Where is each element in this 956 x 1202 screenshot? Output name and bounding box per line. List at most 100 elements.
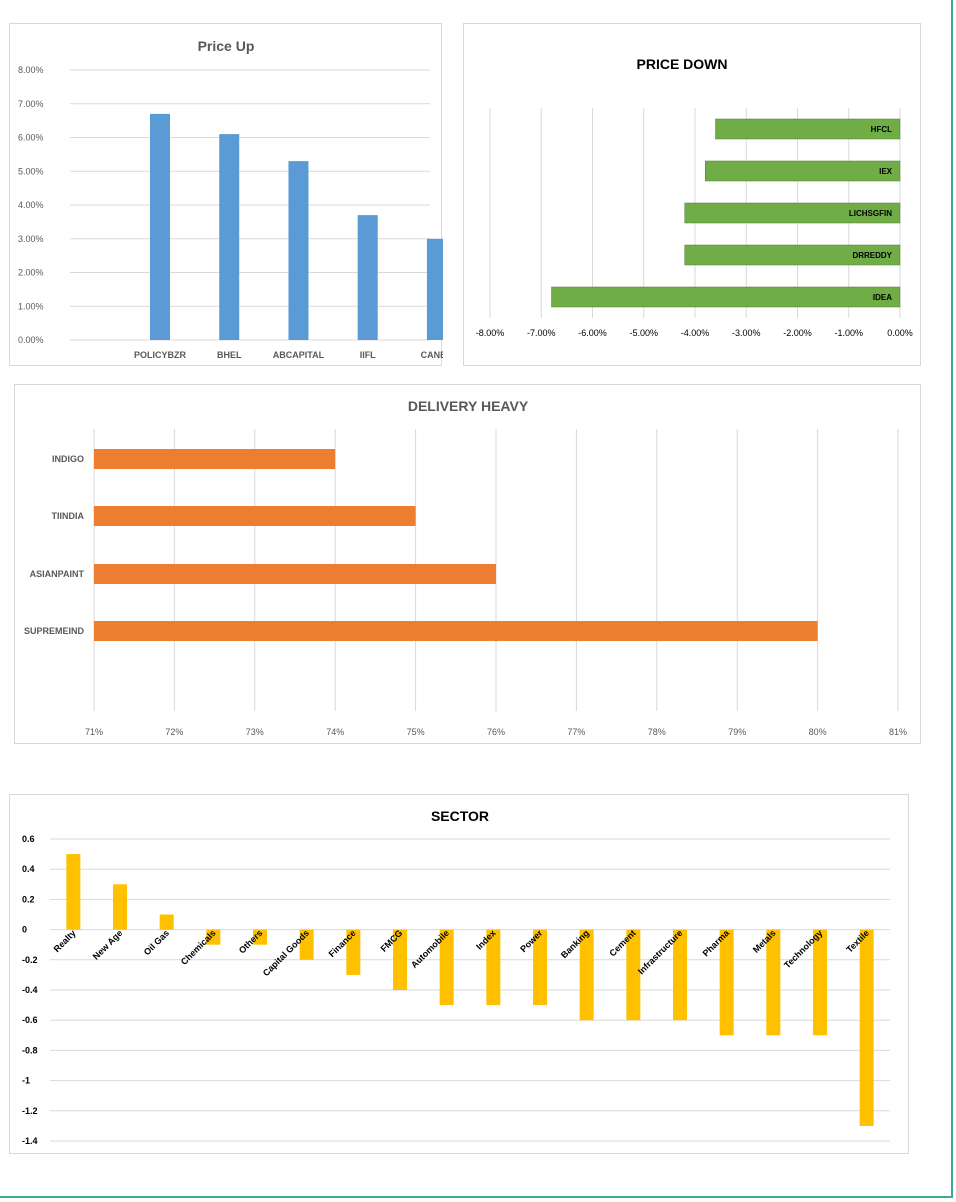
- bar: [357, 215, 378, 340]
- x-tick-label: BHEL: [217, 350, 242, 360]
- bar: [626, 929, 641, 1021]
- price-up-chart: Price Up 0.00% 1.00% 2.00% 3.00% 4.00% 5.00% 6…: [18, 38, 454, 360]
- y-tick-label: -0.2: [22, 955, 38, 965]
- y-tick-label: 8.00%: [18, 65, 44, 75]
- y-tick-label: 4.00%: [18, 200, 44, 210]
- sector-title: SECTOR: [431, 808, 489, 824]
- y-tick-label: 0.2: [22, 894, 35, 904]
- bar: [206, 929, 221, 945]
- x-tick-label: 76%: [487, 727, 505, 737]
- bar: [288, 161, 309, 340]
- bar: [159, 914, 174, 930]
- x-tick-label: 72%: [165, 727, 183, 737]
- y-tick-label: -1: [22, 1076, 30, 1086]
- y-tick-label: 0.00%: [18, 335, 44, 345]
- bar-label: HFCL: [871, 125, 892, 134]
- y-tick-label: -0.4: [22, 985, 38, 995]
- y-tick-label: 0: [22, 925, 27, 935]
- bar-label: IEX: [879, 167, 893, 176]
- y-tick-label: 5.00%: [18, 166, 44, 176]
- x-tick-label: 73%: [246, 727, 264, 737]
- x-tick-label: 0.00%: [887, 328, 913, 338]
- bar: [859, 929, 874, 1126]
- bar: [113, 884, 127, 930]
- x-tick-label: -4.00%: [681, 328, 710, 338]
- y-tick-label: 1.00%: [18, 301, 44, 311]
- bar: [533, 929, 547, 1006]
- x-tick-label: IIFL: [360, 350, 376, 360]
- x-tick-label: 79%: [728, 727, 746, 737]
- x-tick-label: Realty: [52, 928, 78, 954]
- y-tick-label: TIINDIA: [52, 511, 85, 521]
- bar: [426, 238, 447, 340]
- sector-chart: SECTOR 0.6 0.4 0.2 0 -0.2 -0.4 -0.6 -0.8 -1 -1.2 -…: [22, 808, 890, 1146]
- bar: [705, 160, 901, 182]
- bar-label: IDEA: [873, 293, 892, 302]
- price-down-chart: PRICE DOWN -8.00% -7.00% -6.00% -5.00% -4.00…: [476, 56, 913, 338]
- x-tick-label: 75%: [407, 727, 425, 737]
- bar: [673, 929, 687, 1021]
- delivery-heavy-chart-panel: DELIVERY HEAVY 71% 72% 73% 74% 75% 76% 77% 78% 7…: [14, 384, 921, 744]
- bar: [684, 202, 901, 224]
- x-tick-label: -8.00%: [476, 328, 505, 338]
- y-tick-label: INDIGO: [52, 454, 84, 464]
- y-tick-label: 0.6: [22, 834, 35, 844]
- bar: [66, 854, 81, 930]
- bar: [94, 449, 336, 469]
- x-tick-label: -6.00%: [578, 328, 607, 338]
- bar: [94, 564, 496, 584]
- bar: [439, 929, 454, 1006]
- sector-chart-panel: SECTOR 0.6 0.4 0.2 0 -0.2 -0.4 -0.6 -0.8 -1 -1.2 -…: [9, 794, 909, 1154]
- bar: [94, 621, 818, 641]
- y-tick-label: -0.8: [22, 1045, 38, 1055]
- y-tick-label: SUPREMEIND: [24, 626, 85, 636]
- x-tick-label: CANBK: [421, 350, 443, 360]
- x-tick-label: Chemicals: [179, 928, 218, 967]
- delivery-heavy-chart: DELIVERY HEAVY 71% 72% 73% 74% 75% 76% 77% 78% 7…: [24, 398, 907, 737]
- x-tick-label: -1.00%: [834, 328, 863, 338]
- bar: [719, 929, 734, 1036]
- price-up-chart-panel: Price Up 0.00% 1.00% 2.00% 3.00% 4.00% 5.00% 6…: [9, 23, 454, 366]
- x-tick-label: Oil Gas: [142, 928, 171, 957]
- bar: [393, 929, 407, 990]
- y-tick-label: 0.4: [22, 864, 35, 874]
- bar: [150, 113, 170, 340]
- bar: [219, 134, 240, 340]
- bar: [486, 929, 501, 1006]
- y-tick-label: ASIANPAINT: [30, 569, 85, 579]
- y-tick-label: 7.00%: [18, 99, 44, 109]
- price-down-chart-panel: PRICE DOWN -8.00% -7.00% -6.00% -5.00% -4.00…: [463, 23, 921, 366]
- x-tick-label: -3.00%: [732, 328, 761, 338]
- x-tick-label: POLICYBZR: [134, 350, 187, 360]
- bar-label: DRREDDY: [852, 251, 892, 260]
- x-tick-label: 71%: [85, 727, 103, 737]
- bar: [299, 929, 314, 960]
- x-tick-label: -2.00%: [783, 328, 812, 338]
- bar: [94, 506, 416, 526]
- delivery-heavy-title: DELIVERY HEAVY: [408, 398, 529, 414]
- x-tick-label: 77%: [567, 727, 585, 737]
- bar: [684, 244, 901, 266]
- x-tick-label: -7.00%: [527, 328, 556, 338]
- y-tick-label: 3.00%: [18, 234, 44, 244]
- frame-border-right: [951, 0, 953, 1198]
- bar-label: LICHSGFIN: [849, 209, 892, 218]
- x-tick-label: ABCAPITAL: [273, 350, 325, 360]
- x-tick-label: New Age: [91, 928, 125, 962]
- frame-border-bottom: [0, 1196, 953, 1198]
- bar: [346, 929, 361, 975]
- bar: [813, 929, 827, 1036]
- x-tick-label: 74%: [326, 727, 344, 737]
- price-up-title: Price Up: [198, 38, 255, 54]
- x-tick-label: 78%: [648, 727, 666, 737]
- bar: [579, 929, 594, 1021]
- y-tick-label: 6.00%: [18, 133, 44, 143]
- bar: [766, 929, 781, 1036]
- y-tick-label: 2.00%: [18, 268, 44, 278]
- bar: [253, 929, 267, 945]
- bar: [551, 286, 901, 308]
- y-tick-label: -0.6: [22, 1015, 38, 1025]
- x-tick-label: 80%: [809, 727, 827, 737]
- y-tick-label: -1.2: [22, 1106, 38, 1116]
- x-tick-label: 81%: [889, 727, 907, 737]
